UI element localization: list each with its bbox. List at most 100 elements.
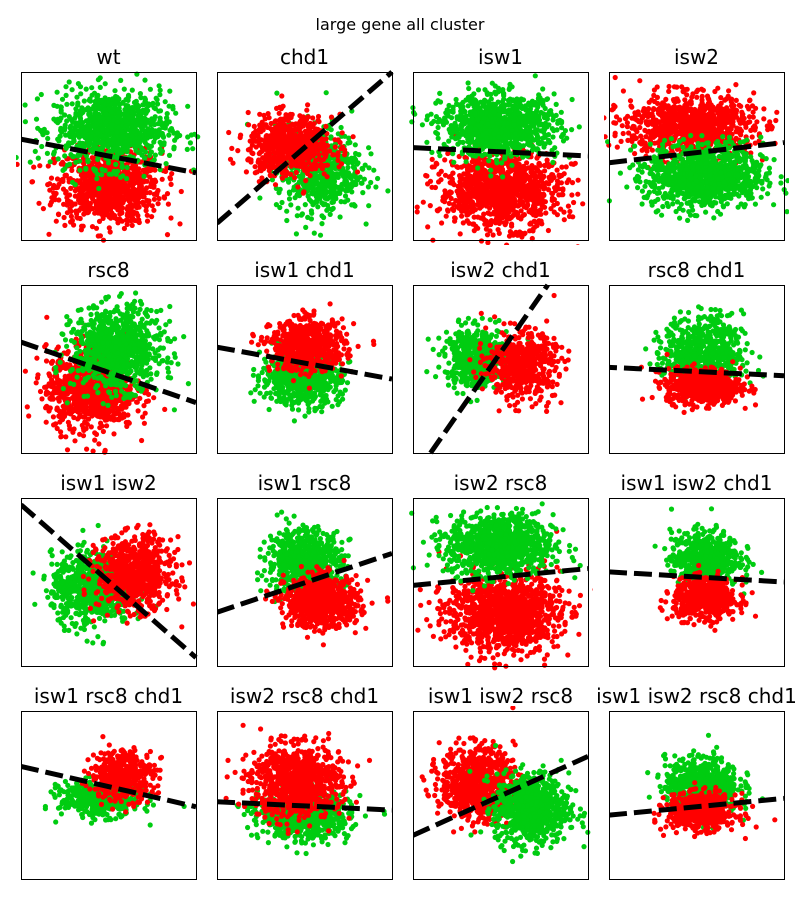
data-point: [325, 202, 331, 209]
data-point: [347, 139, 353, 146]
data-point: [96, 181, 102, 187]
data-point: [446, 191, 452, 197]
data-point: [508, 191, 514, 197]
data-point: [335, 157, 341, 163]
data-point: [485, 210, 491, 216]
data-point: [507, 177, 513, 183]
data-point: [168, 215, 174, 221]
data-point: [461, 208, 468, 214]
data-point: [305, 152, 312, 158]
data-point: [529, 235, 535, 242]
data-point: [147, 86, 153, 92]
data-point: [54, 176, 61, 182]
boundary-line: [21, 136, 197, 176]
data-point: [273, 156, 279, 162]
data-point: [268, 136, 274, 142]
data-point: [173, 110, 179, 116]
data-point: [464, 204, 470, 210]
data-point: [257, 195, 263, 201]
data-point: [139, 179, 145, 185]
data-point: [546, 137, 552, 143]
data-point: [459, 193, 465, 199]
data-point: [119, 163, 125, 169]
data-point: [567, 208, 573, 215]
data-point: [311, 121, 317, 127]
data-point: [419, 122, 425, 128]
data-point: [124, 149, 130, 155]
data-point: [487, 153, 493, 159]
data-point: [62, 153, 68, 159]
data-point: [124, 217, 130, 224]
data-point: [135, 113, 141, 119]
data-point: [113, 144, 120, 150]
data-point: [569, 96, 575, 103]
data-point: [543, 180, 550, 186]
data-point: [153, 179, 159, 185]
data-point: [308, 185, 314, 191]
data-point: [93, 225, 100, 231]
data-point: [118, 184, 124, 190]
data-point: [429, 156, 435, 162]
data-point: [342, 193, 349, 199]
data-point: [569, 180, 576, 186]
data-point: [485, 240, 491, 245]
data-point: [559, 172, 565, 179]
data-point: [331, 164, 337, 170]
data-point: [93, 136, 99, 142]
data-point: [457, 231, 463, 237]
data-point: [326, 183, 332, 189]
data-point: [484, 232, 491, 238]
data-point: [68, 199, 74, 205]
data-point: [133, 122, 139, 128]
data-point: [310, 202, 316, 208]
data-point: [140, 102, 146, 108]
data-point: [273, 202, 279, 208]
data-point: [227, 156, 234, 162]
data-point: [550, 117, 556, 123]
data-point: [145, 108, 151, 114]
data-point: [106, 214, 112, 220]
data-point: [338, 124, 344, 131]
scatter-panel: isw1: [409, 45, 589, 245]
data-point: [279, 141, 285, 147]
data-point: [281, 122, 288, 128]
data-point: [266, 115, 272, 121]
data-point: [245, 157, 251, 163]
data-point: [317, 194, 323, 200]
data-point: [16, 161, 20, 167]
data-point: [536, 160, 542, 166]
data-point: [267, 172, 273, 178]
data-point: [124, 111, 130, 117]
data-point: [136, 166, 142, 172]
data-point: [99, 172, 105, 178]
data-point: [534, 199, 540, 205]
data-point: [270, 146, 276, 152]
data-point: [58, 104, 64, 110]
data-point: [127, 137, 133, 143]
data-point: [86, 106, 92, 112]
data-point: [110, 140, 116, 146]
data-point: [97, 84, 103, 90]
data-point: [335, 174, 341, 180]
data-point: [575, 191, 581, 197]
data-point: [162, 99, 168, 105]
data-point: [435, 208, 441, 214]
data-point: [551, 196, 558, 203]
data-point: [354, 161, 360, 167]
data-point: [47, 181, 53, 187]
data-point: [442, 157, 448, 163]
data-point: [308, 128, 314, 134]
data-point: [295, 205, 301, 211]
data-point: [131, 99, 138, 106]
data-point: [475, 225, 481, 231]
data-point: [72, 182, 78, 188]
data-point: [67, 176, 73, 182]
data-point: [531, 186, 538, 192]
data-point: [146, 143, 153, 149]
data-point: [496, 179, 502, 185]
data-point: [361, 176, 367, 182]
data-point: [285, 150, 291, 156]
data-point: [414, 209, 420, 215]
data-point: [145, 126, 151, 132]
data-point: [542, 105, 548, 112]
